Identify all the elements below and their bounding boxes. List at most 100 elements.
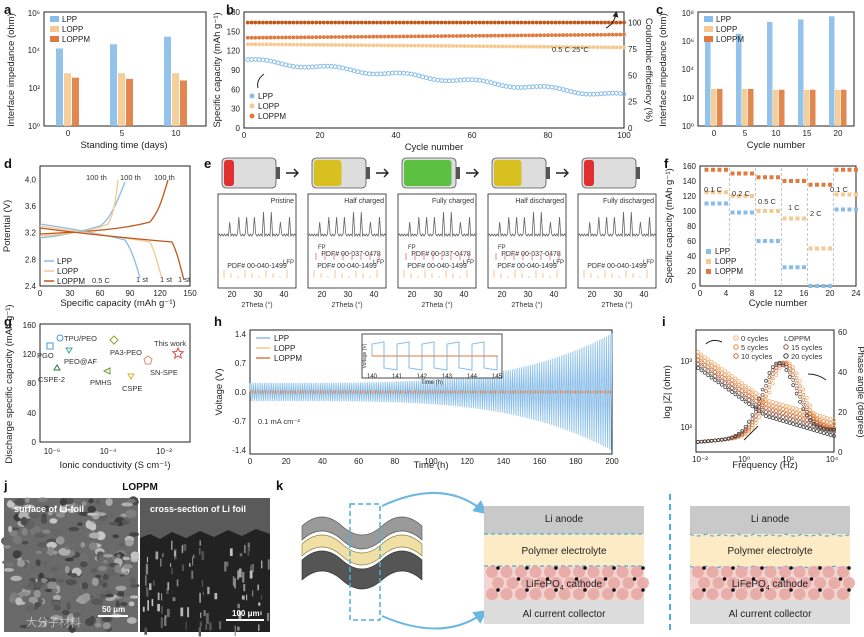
f-point (737, 210, 741, 215)
b-point-ce (268, 20, 273, 25)
panel-label-d: d (4, 156, 12, 171)
i-phase-point (702, 439, 707, 444)
d-legend-lopp: LOPP (57, 267, 78, 276)
f-point (821, 284, 826, 288)
j-streak (244, 545, 246, 554)
i-ytick: 10² (680, 423, 692, 432)
j-streak (246, 594, 248, 601)
b-point-lopp (599, 45, 604, 50)
b-point-lopp (321, 42, 326, 47)
i-impedance-point (828, 421, 833, 425)
i-impedance-point (770, 404, 775, 408)
b-point-loppm (519, 33, 524, 38)
i-impedance-point (736, 386, 741, 391)
i-impedance-point (801, 425, 806, 429)
b-point-loppm (473, 33, 478, 38)
k-cathode-particle (558, 566, 571, 578)
i-impedance-point (713, 366, 717, 370)
h-inset-ylabel: Voltage (V) (362, 343, 368, 368)
i-impedance-point (767, 415, 772, 419)
j-grain (19, 624, 31, 629)
i-impedance-point (794, 415, 799, 419)
i-impedance-point (781, 403, 785, 407)
i-phase-point (770, 372, 775, 376)
i-impedance-point (709, 363, 714, 368)
j-grain (38, 621, 45, 628)
j-streak (146, 588, 149, 597)
j-grain (34, 601, 42, 608)
i-phase-point (750, 420, 755, 425)
e-battery-tip (546, 167, 550, 179)
k-li-anode: Li anode (545, 514, 584, 525)
f-ytick: 80 (687, 222, 696, 231)
b-point-lpp (522, 84, 528, 90)
b-point-ce (485, 20, 490, 25)
j-grain (59, 506, 68, 514)
i-impedance-point (747, 394, 751, 398)
b-point-lopp (352, 43, 357, 48)
d-ytick: 4.0 (25, 175, 37, 184)
b-point-lopp (614, 45, 619, 50)
c-xticks: 0 5 10 15 20 (712, 129, 843, 138)
b-point-loppm (276, 35, 281, 40)
j-streak (172, 597, 176, 602)
i-phase-point (774, 373, 779, 378)
b-point-lopp (530, 44, 535, 49)
b-point-ce (546, 20, 550, 25)
b-point-lpp (591, 91, 597, 97)
k-carbon-dot (525, 588, 529, 592)
d-label: 100 th (86, 173, 107, 182)
f-point (711, 190, 715, 195)
b-point-loppm (287, 35, 292, 40)
i-phase-point (770, 365, 775, 369)
j-grain (95, 512, 107, 517)
i-impedance-point (709, 367, 714, 372)
i-phase-point (791, 373, 796, 378)
j-grain (68, 526, 80, 532)
i-impedance-point (730, 382, 734, 386)
j-grain (17, 591, 30, 597)
k-cathode-particle (587, 588, 600, 600)
j-streak (247, 547, 250, 556)
b-point-ce (443, 20, 448, 25)
b-point-loppm (618, 32, 623, 37)
k-cathode-particle (521, 577, 533, 589)
j-streak (142, 606, 145, 612)
b-point-loppm (405, 34, 410, 39)
i-impedance-point (699, 364, 704, 369)
i-impedance-point (726, 375, 731, 380)
j-grain (60, 621, 68, 628)
b-point-lpp (458, 77, 464, 83)
j-streak (166, 588, 169, 594)
j-grain (125, 509, 137, 519)
c-bar (804, 89, 810, 126)
d-xtick: 30 (66, 289, 75, 298)
b-point-lopp (519, 44, 524, 49)
f-point (815, 182, 819, 187)
k-carbon-dot (516, 577, 521, 581)
k-cathode-particle (808, 588, 820, 600)
d-ytick: 3.2 (25, 229, 37, 238)
j-grain (88, 498, 94, 504)
j-streak (191, 557, 194, 566)
i-phase-point (767, 380, 772, 384)
f-point (808, 284, 813, 288)
i-xlabel: Frequency (Hz) (732, 460, 797, 471)
e-fp-tag: FP (498, 245, 506, 251)
k-cathode-particle (529, 588, 542, 600)
b-point-lopp (622, 45, 626, 50)
j-grain (89, 523, 97, 531)
b-point-lopp (618, 45, 623, 50)
b-point-loppm (340, 35, 345, 39)
c-xlabel: Cycle number (747, 140, 806, 151)
i-impedance-point (730, 378, 734, 382)
i-impedance-point (804, 418, 809, 422)
b-point-lpp (484, 79, 490, 85)
j-streak (187, 607, 190, 618)
k-zoom-box (349, 503, 381, 621)
b-point-lpp (477, 77, 483, 83)
b-point-lopp (432, 43, 436, 48)
b-point-ce (504, 20, 509, 25)
j-streak (146, 556, 149, 563)
b-y2tick: 0 (628, 124, 633, 133)
